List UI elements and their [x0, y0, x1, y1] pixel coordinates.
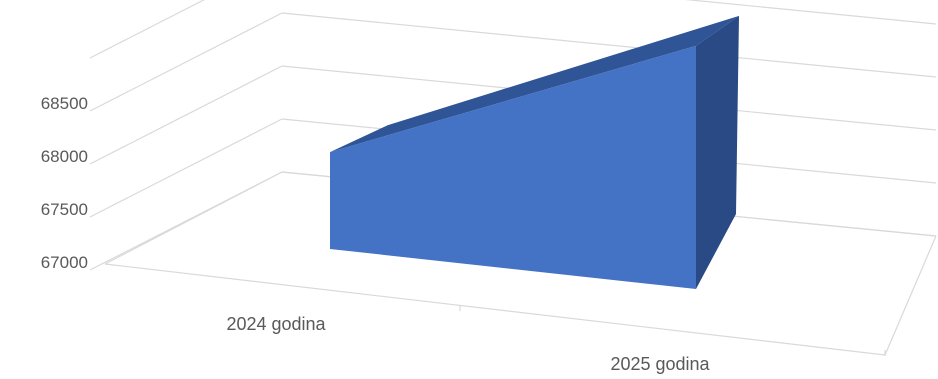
y-tick-label: 67000: [41, 253, 88, 272]
side-wall-gridline: [89, 0, 205, 59]
area-side-face: [696, 15, 739, 290]
area-front-face: [330, 45, 696, 289]
side-wall-gridline: [89, 118, 283, 218]
y-tick-label: 67500: [41, 200, 88, 219]
y-tick-label: 68000: [41, 147, 88, 166]
x-category-label: 2025 godina: [610, 354, 710, 374]
side-wall-gridline: [89, 65, 283, 165]
x-category-label: 2024 godina: [226, 314, 326, 334]
back-wall-gridline: [281, 12, 937, 78]
floor-right-edge: [884, 235, 937, 356]
back-wall-gridline: [684, 0, 937, 25]
side-wall-gridline: [89, 12, 283, 112]
floor-front-edge: [104, 263, 886, 356]
series-area: [330, 15, 739, 290]
floor-left-edge: [104, 171, 283, 265]
y-tick-label: 68500: [41, 94, 88, 113]
x-axis-category-labels: 2024 godina 2025 godina: [226, 314, 710, 374]
y-axis-tick-labels: 67000 67500 68000 68500: [41, 94, 88, 272]
area-top-face: [330, 15, 739, 153]
